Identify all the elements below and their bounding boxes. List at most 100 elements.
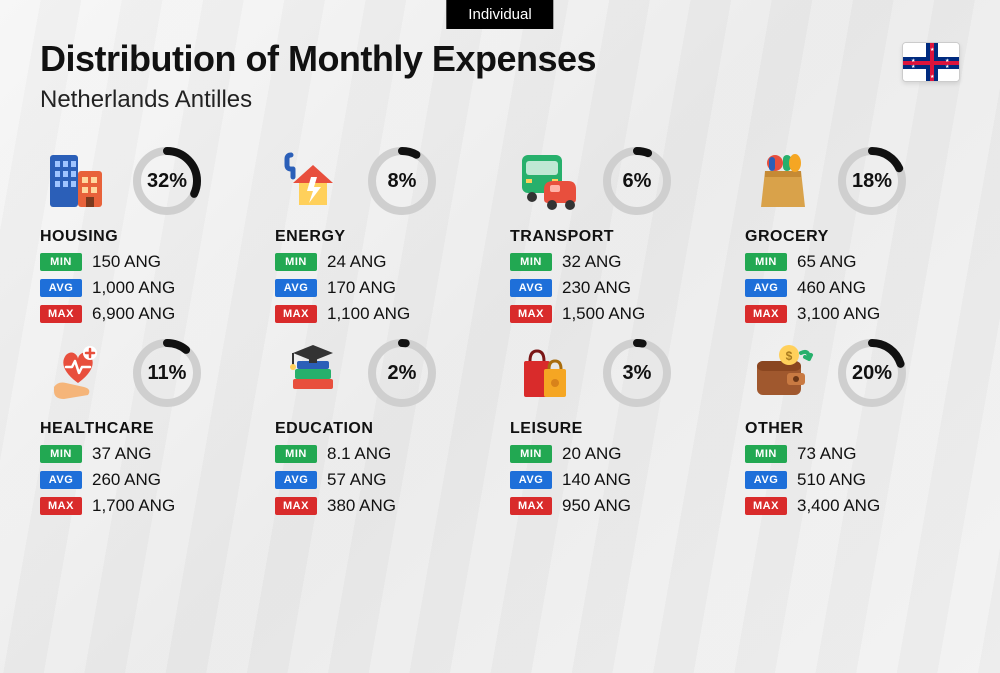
category-card-education: 2% EDUCATION MIN 8.1 ANG AVG 57 ANG MAX … (275, 334, 490, 516)
max-tag: MAX (745, 305, 787, 323)
stat-max: MAX 1,500 ANG (510, 304, 725, 324)
avg-tag: AVG (510, 471, 552, 489)
min-tag: MIN (40, 253, 82, 271)
min-tag: MIN (745, 253, 787, 271)
percent-ring: 20% (835, 336, 909, 410)
avg-tag: AVG (275, 279, 317, 297)
min-tag: MIN (275, 445, 317, 463)
percent-ring: 18% (835, 144, 909, 218)
max-tag: MAX (510, 305, 552, 323)
stat-avg: AVG 170 ANG (275, 278, 490, 298)
avg-tag: AVG (275, 471, 317, 489)
max-value: 380 ANG (327, 496, 396, 516)
stat-max: MAX 1,100 ANG (275, 304, 490, 324)
max-value: 6,900 ANG (92, 304, 175, 324)
wallet-icon: $ (745, 335, 821, 411)
max-value: 950 ANG (562, 496, 631, 516)
percent-ring: 2% (365, 336, 439, 410)
stat-min: MIN 20 ANG (510, 444, 725, 464)
category-card-leisure: 3% LEISURE MIN 20 ANG AVG 140 ANG MAX 95… (510, 334, 725, 516)
min-tag: MIN (275, 253, 317, 271)
min-value: 20 ANG (562, 444, 622, 464)
stat-min: MIN 65 ANG (745, 252, 960, 272)
min-value: 24 ANG (327, 252, 387, 272)
stat-avg: AVG 260 ANG (40, 470, 255, 490)
category-name: EDUCATION (275, 420, 490, 438)
bus-car-icon (510, 143, 586, 219)
min-value: 150 ANG (92, 252, 161, 272)
buildings-icon (40, 143, 116, 219)
percent-value: 20% (835, 336, 909, 410)
percent-value: 6% (600, 144, 674, 218)
max-tag: MAX (275, 497, 317, 515)
category-card-housing: 32% HOUSING MIN 150 ANG AVG 1,000 ANG MA… (40, 142, 255, 324)
percent-value: 8% (365, 144, 439, 218)
category-name: HEALTHCARE (40, 420, 255, 438)
percent-ring: 11% (130, 336, 204, 410)
stat-min: MIN 8.1 ANG (275, 444, 490, 464)
max-tag: MAX (275, 305, 317, 323)
min-tag: MIN (510, 445, 552, 463)
stat-max: MAX 950 ANG (510, 496, 725, 516)
percent-value: 11% (130, 336, 204, 410)
avg-value: 510 ANG (797, 470, 866, 490)
min-value: 65 ANG (797, 252, 857, 272)
max-value: 3,400 ANG (797, 496, 880, 516)
avg-tag: AVG (40, 471, 82, 489)
category-name: OTHER (745, 420, 960, 438)
avg-value: 260 ANG (92, 470, 161, 490)
category-card-healthcare: 11% HEALTHCARE MIN 37 ANG AVG 260 ANG MA… (40, 334, 255, 516)
category-name: TRANSPORT (510, 228, 725, 246)
max-value: 1,100 ANG (327, 304, 410, 324)
avg-value: 170 ANG (327, 278, 396, 298)
min-tag: MIN (40, 445, 82, 463)
avg-tag: AVG (40, 279, 82, 297)
category-name: GROCERY (745, 228, 960, 246)
grocery-bag-icon (745, 143, 821, 219)
stat-min: MIN 37 ANG (40, 444, 255, 464)
stat-max: MAX 3,400 ANG (745, 496, 960, 516)
stat-min: MIN 150 ANG (40, 252, 255, 272)
max-value: 1,500 ANG (562, 304, 645, 324)
avg-tag: AVG (510, 279, 552, 297)
category-card-grocery: 18% GROCERY MIN 65 ANG AVG 460 ANG MAX 3… (745, 142, 960, 324)
stat-avg: AVG 460 ANG (745, 278, 960, 298)
percent-ring: 32% (130, 144, 204, 218)
percent-value: 2% (365, 336, 439, 410)
category-name: ENERGY (275, 228, 490, 246)
stat-max: MAX 6,900 ANG (40, 304, 255, 324)
stat-max: MAX 380 ANG (275, 496, 490, 516)
category-card-other: $ 20% OTHER MIN 73 ANG AVG 510 ANG MAX 3… (745, 334, 960, 516)
stat-avg: AVG 140 ANG (510, 470, 725, 490)
category-name: LEISURE (510, 420, 725, 438)
category-card-energy: 8% ENERGY MIN 24 ANG AVG 170 ANG MAX 1,1… (275, 142, 490, 324)
svg-text:$: $ (786, 349, 793, 363)
grad-books-icon (275, 335, 351, 411)
max-tag: MAX (40, 305, 82, 323)
max-value: 1,700 ANG (92, 496, 175, 516)
avg-tag: AVG (745, 279, 787, 297)
min-value: 32 ANG (562, 252, 622, 272)
percent-value: 3% (600, 336, 674, 410)
heart-hand-icon (40, 335, 116, 411)
percent-ring: 6% (600, 144, 674, 218)
avg-value: 57 ANG (327, 470, 387, 490)
min-value: 8.1 ANG (327, 444, 391, 464)
min-value: 73 ANG (797, 444, 857, 464)
page-title: Distribution of Monthly Expenses (40, 38, 960, 80)
page-subtitle: Netherlands Antilles (40, 86, 960, 114)
stat-max: MAX 1,700 ANG (40, 496, 255, 516)
avg-value: 1,000 ANG (92, 278, 175, 298)
stat-max: MAX 3,100 ANG (745, 304, 960, 324)
avg-tag: AVG (745, 471, 787, 489)
avg-value: 230 ANG (562, 278, 631, 298)
min-value: 37 ANG (92, 444, 152, 464)
stat-min: MIN 73 ANG (745, 444, 960, 464)
stat-avg: AVG 510 ANG (745, 470, 960, 490)
stat-avg: AVG 1,000 ANG (40, 278, 255, 298)
avg-value: 140 ANG (562, 470, 631, 490)
max-value: 3,100 ANG (797, 304, 880, 324)
max-tag: MAX (40, 497, 82, 515)
min-tag: MIN (745, 445, 787, 463)
max-tag: MAX (745, 497, 787, 515)
